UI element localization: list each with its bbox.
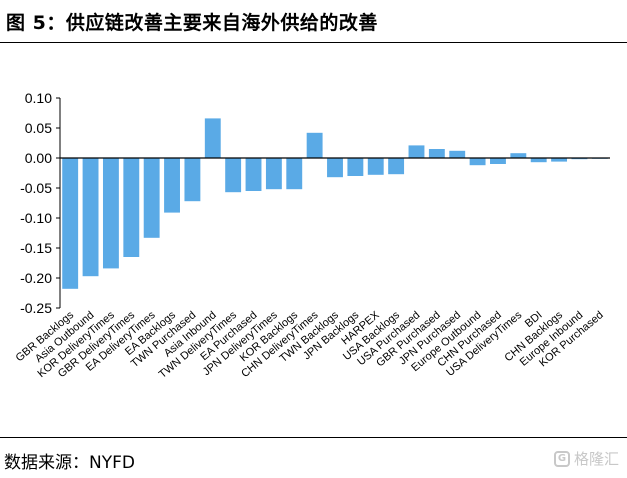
bar [184, 158, 201, 202]
top-rule [0, 42, 627, 43]
bar [347, 158, 364, 176]
y-tick-label: -0.10 [20, 210, 52, 226]
bar [123, 158, 140, 257]
watermark-text: 格隆汇 [573, 450, 619, 468]
bar [164, 158, 180, 213]
y-tick-label: -0.05 [20, 180, 52, 196]
chart-area: 0.10 0.05 0.00 -0.05 -0.10 -0.15 -0.20 -0.25 GBR… [0, 44, 627, 434]
bar [265, 158, 282, 190]
bar [286, 158, 303, 190]
y-tick-label: 0.10 [25, 90, 52, 106]
y-tick-label: 0.00 [25, 150, 52, 166]
bar [428, 149, 445, 158]
bottom-rule [0, 437, 627, 438]
bar [225, 158, 242, 193]
y-tick-label: -0.20 [20, 270, 52, 286]
bar [490, 158, 506, 164]
watermark-logo-icon: G [553, 450, 570, 467]
bar [551, 158, 568, 162]
bar [449, 150, 466, 158]
source-note: 数据来源：NYFD [4, 453, 135, 473]
bar [143, 158, 160, 238]
bar [510, 153, 527, 158]
bar [245, 158, 262, 191]
title-bar: 图 5：供应链改善主要来自海外供给的改善 [0, 0, 627, 40]
bar [102, 158, 119, 269]
bar [571, 158, 588, 160]
y-tick-label: 0.05 [25, 120, 52, 136]
bar [204, 118, 221, 158]
bar [327, 158, 343, 178]
bar [367, 158, 384, 175]
bar [62, 158, 79, 289]
watermark: G 格隆汇 [553, 448, 619, 469]
bar-chart: 0.100.050.00-0.05-0.10-0.15-0.20-0.25GBR… [14, 90, 610, 381]
bar [82, 158, 99, 277]
figure-title: 图 5：供应链改善主要来自海外供给的改善 [6, 12, 378, 34]
bar [408, 145, 425, 158]
bar [530, 158, 547, 163]
bar [388, 158, 405, 175]
bar [306, 132, 323, 158]
y-tick-label: -0.15 [20, 240, 52, 256]
y-tick-label: -0.25 [20, 300, 52, 316]
bar [469, 158, 486, 166]
